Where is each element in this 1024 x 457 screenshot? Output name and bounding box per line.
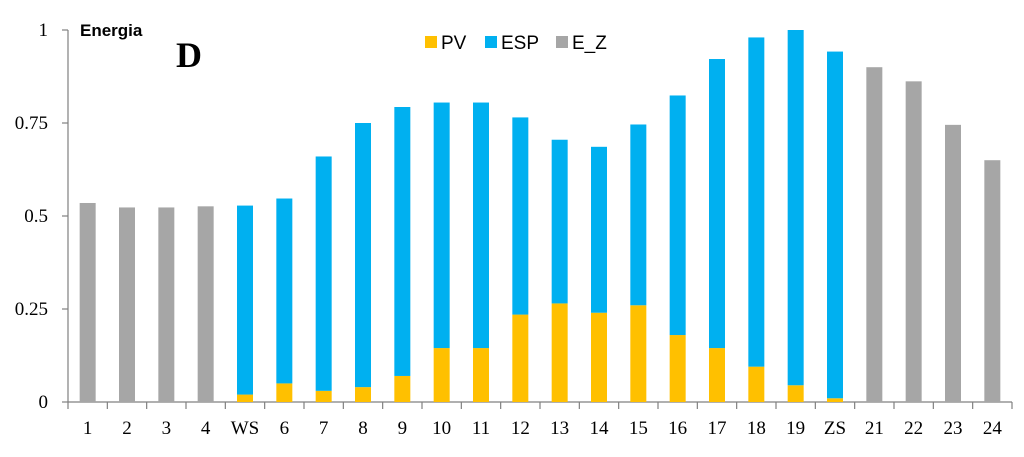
x-tick-label: 3	[162, 418, 172, 439]
x-tick-label: 10	[432, 418, 451, 439]
x-tick-label: 2	[122, 418, 132, 439]
legend-label-esp: ESP	[501, 33, 539, 54]
x-tick-label: 23	[944, 418, 963, 439]
bar-esp-6	[276, 198, 293, 384]
y-tick-label: 0	[39, 392, 49, 413]
x-tick-label: ZS	[824, 418, 846, 439]
bar-e-z-23	[945, 124, 961, 403]
bar-pv-8	[355, 387, 371, 402]
y-tick-label: 0.75	[15, 113, 48, 134]
x-tick-label: WS	[231, 418, 260, 439]
bar-pv-6	[276, 383, 293, 402]
x-tick-label: 4	[201, 418, 211, 439]
x-tick-label: 11	[472, 418, 490, 439]
bar-pv-11	[473, 348, 489, 402]
x-tick-label: 12	[511, 418, 530, 439]
bar-e-z-4	[197, 206, 214, 402]
y-tick-label: 0.25	[15, 299, 48, 320]
x-tick-labels: 1 2 3 4 WS 6 7 8 9 10 11 12 13 14 15 16 17 18 19 ZS 21 22 23 24	[83, 418, 1002, 439]
bar-e-z-21	[866, 67, 883, 402]
chart-legend: PV ESP E_Z	[425, 33, 607, 54]
bar-pv-ws	[237, 394, 253, 402]
x-tick-label: 16	[668, 418, 687, 439]
bar-pv-15	[630, 305, 647, 402]
bar-esp-7	[315, 156, 332, 391]
bar-esp-12	[512, 117, 529, 315]
bar-e-z-1	[79, 202, 96, 402]
x-tick-label: 22	[904, 418, 923, 439]
bar-e-z-2	[119, 207, 135, 402]
bar-esp-18	[748, 37, 765, 367]
panel-label: D	[176, 35, 202, 75]
bar-e-z-3	[158, 207, 175, 402]
bar-pv-13	[551, 303, 568, 402]
bar-pv-zs	[827, 398, 843, 402]
x-tick-label: 7	[319, 418, 329, 439]
legend-swatch-e-z	[556, 36, 568, 48]
bar-esp-zs	[827, 51, 843, 399]
bar-esp-8	[355, 123, 371, 388]
x-tick-label: 13	[550, 418, 569, 439]
bar-esp-13	[551, 139, 568, 304]
bar-esp-14	[591, 146, 607, 313]
bar-pv-12	[512, 314, 529, 402]
legend-label-e-z: E_Z	[572, 33, 607, 54]
y-tick-label: 0.5	[24, 206, 48, 227]
bar-esp-9	[394, 107, 411, 376]
x-tick-label: 19	[786, 418, 805, 439]
bar-esp-17	[709, 59, 725, 349]
bar-e-z-24	[984, 160, 1001, 402]
chart-bars	[79, 30, 1001, 403]
bar-pv-17	[709, 348, 725, 402]
bar-e-z-22	[905, 81, 922, 402]
bar-pv-10	[433, 348, 450, 402]
bar-pv-18	[748, 366, 765, 402]
legend-swatch-esp	[485, 36, 497, 48]
x-tick-label: 24	[983, 418, 1003, 439]
x-tick-label: 21	[865, 418, 884, 439]
bar-esp-10	[433, 102, 450, 349]
x-tick-label: 9	[398, 418, 408, 439]
x-tick-label: 6	[280, 418, 290, 439]
legend-swatch-pv	[425, 36, 437, 48]
x-tick-label: 8	[358, 418, 368, 439]
x-tick-label: 15	[629, 418, 648, 439]
bar-pv-9	[394, 375, 411, 402]
bar-pv-14	[591, 312, 607, 402]
legend-label-pv: PV	[441, 33, 467, 54]
x-tick-label: 1	[83, 418, 93, 439]
y-tick-label: 1	[39, 20, 49, 41]
x-tick-label: 17	[708, 418, 727, 439]
bar-esp-ws	[237, 205, 253, 395]
bar-esp-15	[630, 124, 647, 306]
bar-esp-11	[473, 102, 489, 349]
bar-pv-19	[787, 385, 804, 402]
bar-pv-7	[315, 390, 332, 402]
bar-esp-19	[787, 30, 804, 386]
chart-title: Energia	[80, 21, 143, 40]
chart-axes	[62, 29, 1013, 409]
y-tick-labels: 0 0.25 0.5 0.75 1	[15, 20, 48, 413]
x-tick-label: 14	[590, 418, 610, 439]
x-tick-label: 18	[747, 418, 766, 439]
bar-esp-16	[669, 95, 686, 336]
bar-pv-16	[669, 335, 686, 402]
